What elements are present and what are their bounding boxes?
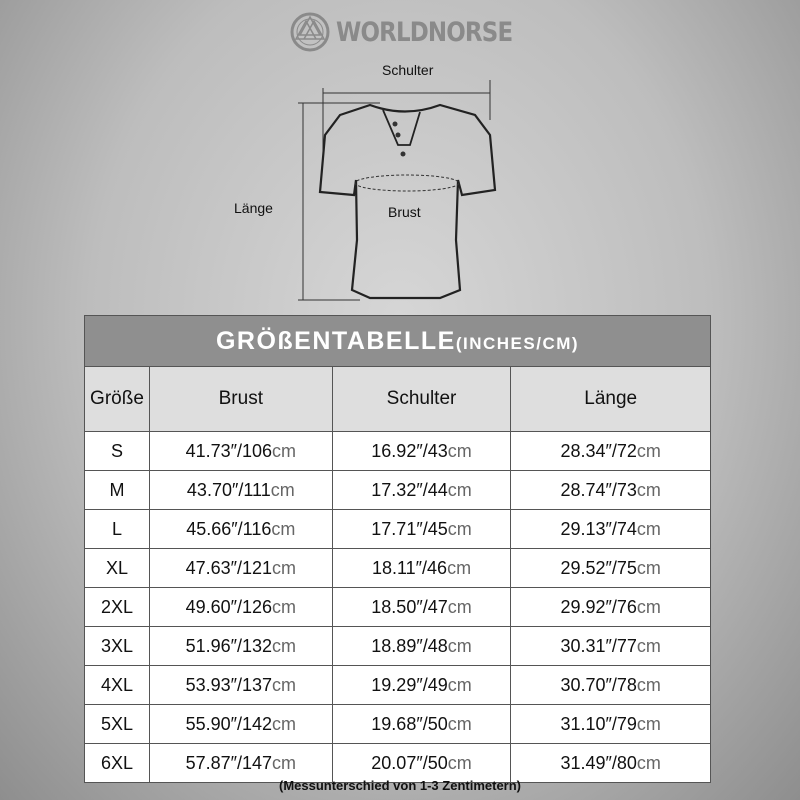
cell-length: 29.52″/75cm bbox=[510, 548, 711, 588]
cell-length: 28.34″/72cm bbox=[510, 431, 711, 471]
cell-length: 30.70″/78cm bbox=[510, 665, 711, 705]
cell-shoulder: 18.89″/48cm bbox=[331, 626, 512, 666]
table-row: 4XL 53.93″/137cm 19.29″/49cm 30.70″/78cm bbox=[84, 665, 711, 705]
cell-size: 2XL bbox=[84, 587, 150, 627]
cell-size: L bbox=[84, 509, 150, 549]
cell-shoulder: 19.29″/49cm bbox=[331, 665, 512, 705]
cell-size: 3XL bbox=[84, 626, 150, 666]
shoulder-label: Schulter bbox=[382, 62, 434, 78]
cell-size: M bbox=[84, 470, 150, 510]
cell-length: 31.49″/80cm bbox=[510, 743, 711, 783]
cell-chest: 43.70″/111cm bbox=[148, 470, 333, 510]
header-chest: Brust bbox=[148, 366, 333, 432]
table-row: L 45.66″/116cm 17.71″/45cm 29.13″/74cm bbox=[84, 509, 711, 549]
table-title-unit: (INCHES/CM) bbox=[455, 333, 580, 353]
table-row: 2XL 49.60″/126cm 18.50″/47cm 29.92″/76cm bbox=[84, 587, 711, 627]
table-row: XL 47.63″/121cm 18.11″/46cm 29.52″/75cm bbox=[84, 548, 711, 588]
cell-length: 29.92″/76cm bbox=[510, 587, 711, 627]
shirt-diagram bbox=[298, 80, 497, 301]
cell-size: 6XL bbox=[84, 743, 150, 783]
measurement-note: (Messunterschied von 1-3 Zentimetern) bbox=[279, 778, 521, 793]
cell-chest: 47.63″/121cm bbox=[148, 548, 333, 588]
cell-length: 31.10″/79cm bbox=[510, 704, 711, 744]
chest-label: Brust bbox=[388, 204, 421, 220]
cell-length: 28.74″/73cm bbox=[510, 470, 711, 510]
cell-chest: 51.96″/132cm bbox=[148, 626, 333, 666]
brand-name: WORLDNORSE bbox=[336, 16, 513, 48]
cell-shoulder: 17.32″/44cm bbox=[331, 470, 512, 510]
cell-shoulder: 17.71″/45cm bbox=[331, 509, 512, 549]
cell-size: S bbox=[84, 431, 150, 471]
header-length: Länge bbox=[510, 366, 711, 432]
valknut-logo-icon bbox=[290, 12, 330, 52]
cell-shoulder: 19.68″/50cm bbox=[331, 704, 512, 744]
cell-chest: 57.87″/147cm bbox=[148, 743, 333, 783]
cell-length: 30.31″/77cm bbox=[510, 626, 711, 666]
cell-chest: 49.60″/126cm bbox=[148, 587, 333, 627]
cell-chest: 41.73″/106cm bbox=[148, 431, 333, 471]
table-row: 3XL 51.96″/132cm 18.89″/48cm 30.31″/77cm bbox=[84, 626, 711, 666]
table-title: GRÖßENTABELLE(INCHES/CM) bbox=[84, 315, 711, 367]
cell-chest: 45.66″/116cm bbox=[148, 509, 333, 549]
table-row: S 41.73″/106cm 16.92″/43cm 28.34″/72cm bbox=[84, 431, 711, 471]
size-table: GRÖßENTABELLE(INCHES/CM) Größe Brust Sch… bbox=[84, 315, 711, 783]
length-label: Länge bbox=[234, 200, 273, 216]
cell-size: XL bbox=[84, 548, 150, 588]
table-row: 6XL 57.87″/147cm 20.07″/50cm 31.49″/80cm bbox=[84, 743, 711, 783]
header-row: Größe Brust Schulter Länge bbox=[84, 366, 711, 432]
cell-size: 5XL bbox=[84, 704, 150, 744]
cell-length: 29.13″/74cm bbox=[510, 509, 711, 549]
cell-shoulder: 18.11″/46cm bbox=[331, 548, 512, 588]
cell-shoulder: 20.07″/50cm bbox=[331, 743, 512, 783]
cell-shoulder: 16.92″/43cm bbox=[331, 431, 512, 471]
header-size: Größe bbox=[84, 366, 150, 432]
cell-size: 4XL bbox=[84, 665, 150, 705]
table-row: 5XL 55.90″/142cm 19.68″/50cm 31.10″/79cm bbox=[84, 704, 711, 744]
cell-chest: 53.93″/137cm bbox=[148, 665, 333, 705]
cell-shoulder: 18.50″/47cm bbox=[331, 587, 512, 627]
table-row: M 43.70″/111cm 17.32″/44cm 28.74″/73cm bbox=[84, 470, 711, 510]
brand-logo: WORLDNORSE bbox=[290, 12, 543, 52]
header-shoulder: Schulter bbox=[331, 366, 512, 432]
cell-chest: 55.90″/142cm bbox=[148, 704, 333, 744]
